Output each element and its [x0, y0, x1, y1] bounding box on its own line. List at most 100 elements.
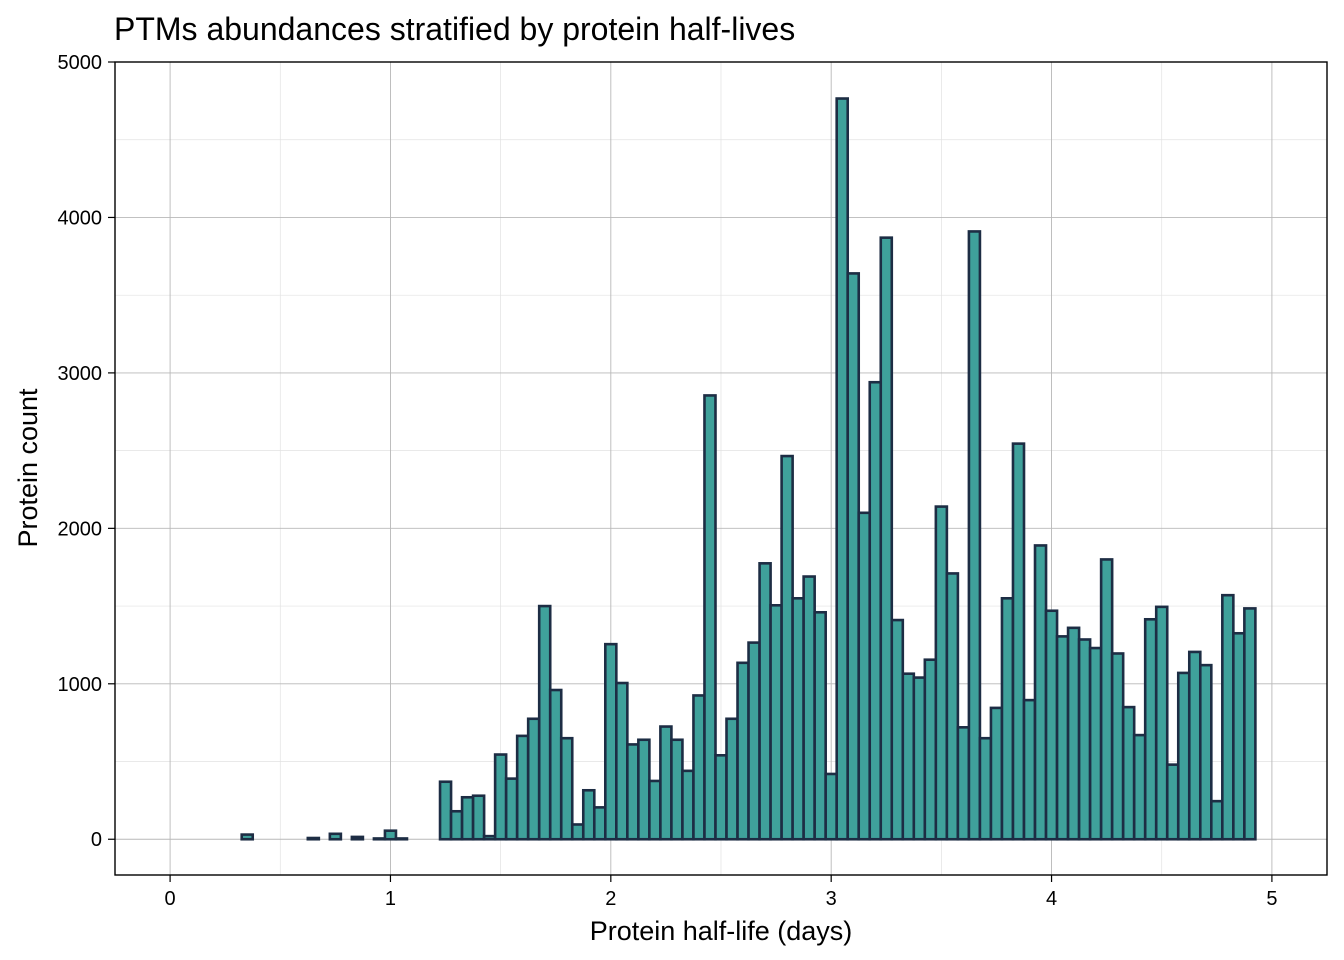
histogram-bar-76: [1011, 442, 1026, 841]
histogram-bar-60: [835, 97, 850, 841]
histogram-bar-94: [1210, 799, 1224, 841]
histogram-bar-88: [1143, 617, 1158, 841]
histogram-bar-92: [1187, 650, 1202, 841]
histogram-bar-57: [802, 575, 816, 841]
histogram-bar-16: [350, 835, 365, 841]
plot-panel-border: [114, 61, 1328, 876]
histogram-bar-20: [394, 837, 409, 841]
histogram-bar-52: [747, 641, 761, 841]
histogram-bar-93: [1198, 663, 1213, 841]
histogram-bar-40: [615, 681, 629, 841]
y-tick-label-2000: 2000: [58, 518, 103, 540]
histogram-bar-41: [626, 743, 640, 841]
x-tick-label-3: 3: [826, 888, 837, 910]
y-tick-label-1000: 1000: [58, 674, 103, 696]
y-tick-label-5000: 5000: [58, 52, 103, 74]
y-axis-title: Protein count: [13, 388, 43, 548]
histogram-bar-75: [1000, 597, 1015, 841]
histogram-bar-84: [1099, 558, 1114, 841]
histogram-bar-27: [471, 794, 486, 841]
histogram-bar-97: [1243, 607, 1257, 841]
histogram-bar-83: [1088, 646, 1103, 841]
histogram-bar-86: [1121, 705, 1136, 841]
histogram-bar-54: [769, 603, 783, 841]
x-axis: 0 1 2 3 4 5: [165, 875, 1277, 910]
y-tick-label-4000: 4000: [58, 207, 103, 229]
histogram-bar-45: [670, 738, 684, 841]
histogram-bar-72: [967, 230, 982, 841]
histogram-bar-50: [725, 717, 739, 841]
histogram-bar-55: [780, 454, 794, 841]
histogram-bar-38: [592, 806, 607, 841]
histogram-bar-33: [537, 604, 552, 841]
histogram-bar-34: [548, 688, 563, 841]
histogram-bar-51: [736, 661, 750, 841]
histogram-bar-31: [515, 734, 530, 841]
histogram-bar-87: [1132, 733, 1147, 841]
y-tick-label-0: 0: [91, 829, 102, 851]
histogram-bar-49: [714, 754, 728, 841]
histogram-bar-96: [1232, 631, 1246, 841]
x-tick-label-1: 1: [385, 888, 396, 910]
histogram-bar-56: [791, 597, 805, 841]
histogram-bar-68: [923, 658, 938, 841]
histogram-bar-91: [1176, 671, 1191, 841]
histogram-bar-79: [1044, 609, 1059, 841]
histogram-bar-65: [890, 618, 905, 841]
histogram-bar-19: [383, 829, 398, 841]
histogram-bar-36: [570, 823, 585, 841]
x-tick-label-5: 5: [1266, 888, 1277, 910]
histogram-bar-59: [824, 772, 838, 841]
histogram-bar-62: [857, 511, 872, 841]
histogram-bar-39: [604, 642, 618, 841]
histogram-bar-69: [934, 505, 949, 841]
y-tick-label-3000: 3000: [58, 363, 103, 385]
histogram-bar-80: [1055, 635, 1070, 841]
histogram-bar-28: [482, 834, 497, 841]
histogram-bar-82: [1077, 638, 1092, 841]
histogram-bar-46: [681, 769, 695, 841]
histogram-bar-74: [989, 706, 1004, 841]
histogram-bar-32: [526, 717, 541, 841]
histogram-bar-77: [1022, 698, 1037, 841]
histogram-bar-37: [581, 788, 596, 841]
x-axis-title: Protein half-life (days): [590, 916, 853, 946]
histogram-bar-30: [504, 777, 519, 841]
histogram-bar-25: [449, 809, 464, 841]
y-axis: 0 1000 2000 3000 4000 5000: [58, 52, 115, 851]
x-tick-label-4: 4: [1046, 888, 1057, 910]
histogram-bar-85: [1110, 652, 1125, 841]
histogram-bar-35: [559, 736, 574, 841]
x-tick-label-0: 0: [165, 888, 176, 910]
x-tick-label-2: 2: [605, 888, 616, 910]
histogram-bar-71: [956, 726, 971, 841]
histogram-bar-89: [1154, 605, 1169, 841]
chart-title: PTMs abundances stratified by protein ha…: [114, 11, 795, 47]
histogram-bar-24: [438, 780, 453, 841]
histogram-bar-44: [659, 725, 673, 841]
histogram-bar-63: [868, 380, 883, 841]
histogram-bar-81: [1066, 626, 1081, 841]
histogram-bar-73: [978, 736, 993, 841]
histogram-bars: [240, 97, 1257, 841]
histogram-bar-78: [1033, 544, 1048, 841]
histogram-bar-95: [1221, 593, 1235, 841]
histogram-bar-26: [460, 795, 475, 841]
histogram-bar-66: [901, 672, 916, 841]
histogram-bar-70: [945, 572, 960, 841]
histogram-bar-53: [758, 562, 772, 841]
histogram-bar-42: [637, 738, 651, 841]
histogram-bar-18: [372, 837, 387, 841]
histogram-bar-64: [879, 236, 894, 841]
histogram-bar-43: [648, 779, 662, 841]
histogram-bar-14: [328, 832, 343, 841]
histogram-bar-29: [493, 753, 508, 841]
histogram-bar-90: [1165, 763, 1180, 841]
histogram-bar-67: [912, 676, 927, 841]
histogram-bar-48: [703, 394, 717, 841]
histogram-bar-6: [240, 833, 255, 841]
histogram-bar-12: [306, 836, 321, 841]
histogram-bar-61: [846, 272, 861, 841]
